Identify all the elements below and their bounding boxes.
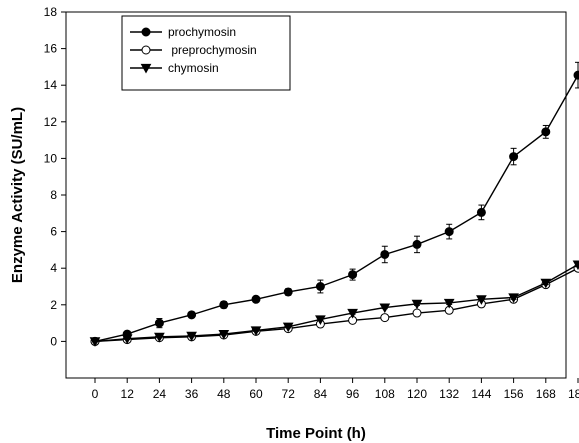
- data-point: [219, 300, 229, 310]
- x-tick-label: 0: [92, 387, 99, 401]
- data-point: [476, 295, 487, 305]
- data-point: [540, 278, 552, 289]
- data-point: [348, 270, 358, 280]
- data-point: [282, 322, 294, 333]
- data-point: [412, 308, 422, 318]
- y-tick-label: 16: [44, 42, 58, 56]
- data-point: [121, 334, 133, 345]
- x-tick-label: 108: [375, 387, 395, 401]
- x-tick-label: 60: [249, 387, 263, 401]
- x-tick-label: 168: [536, 387, 556, 401]
- y-tick-label: 4: [50, 261, 57, 275]
- data-point: [509, 152, 519, 162]
- data-point: [380, 313, 390, 323]
- x-axis-title: Time Point (h): [266, 425, 366, 442]
- x-tick-label: 184: [568, 387, 579, 401]
- x-tick-label: 144: [471, 387, 491, 401]
- data-point: [89, 337, 101, 347]
- data-point: [187, 310, 197, 320]
- legend-marker: [141, 45, 151, 55]
- x-tick-label: 24: [153, 387, 167, 401]
- y-axis-title: Enzyme Activity (SU/mL): [9, 107, 26, 283]
- y-tick-label: 10: [44, 151, 58, 165]
- y-tick-label: 6: [50, 225, 57, 239]
- data-point: [443, 298, 455, 309]
- data-point: [379, 303, 391, 314]
- x-axis: 0 12 24 36 48 60 72 84 96 108 120 132 144 156 168 184: [92, 378, 579, 401]
- series-2: [89, 260, 579, 347]
- series-line: [94, 74, 579, 343]
- data-point: [283, 287, 293, 297]
- data-point: [508, 293, 519, 304]
- y-tick-label: 2: [50, 298, 57, 312]
- x-tick-label: 48: [217, 387, 231, 401]
- x-tick-label: 72: [282, 387, 296, 401]
- legend-marker: [141, 27, 151, 37]
- y-tick-label: 0: [50, 334, 57, 348]
- y-axis: 0 2 4 6 8 10 12 14 16 18: [44, 5, 66, 348]
- series-line: [94, 263, 579, 343]
- data-point: [412, 239, 422, 249]
- series-layer: [89, 61, 579, 347]
- data-point: [444, 227, 454, 237]
- data-point: [315, 315, 326, 325]
- x-tick-label: 156: [504, 387, 524, 401]
- x-tick-label: 12: [121, 387, 135, 401]
- y-tick-label: 18: [44, 5, 58, 19]
- data-point: [541, 127, 551, 137]
- data-point: [476, 207, 486, 217]
- data-point: [251, 294, 261, 304]
- x-tick-label: 96: [346, 387, 360, 401]
- x-tick-label: 36: [185, 387, 199, 401]
- data-point: [250, 326, 262, 336]
- data-point: [573, 70, 579, 80]
- legend-label: prochymosin: [168, 25, 236, 39]
- legend-marker: [140, 63, 152, 74]
- legend-box: [121, 15, 291, 91]
- series-0: [90, 61, 579, 346]
- x-tick-label: 132: [439, 387, 459, 401]
- data-point: [315, 282, 325, 291]
- y-tick-label: 8: [50, 188, 57, 202]
- series-line: [94, 267, 579, 343]
- data-point: [380, 249, 390, 259]
- data-point: [411, 299, 423, 310]
- x-tick-label: 120: [407, 387, 427, 401]
- data-point: [186, 331, 197, 342]
- legend-label: preprochymosin: [168, 43, 257, 57]
- data-point: [347, 308, 358, 319]
- data-point: [154, 332, 165, 343]
- legend-label: chymosin: [168, 61, 219, 75]
- data-point: [218, 329, 230, 340]
- legend: prochymosin preprochymosin chymosin: [121, 15, 291, 91]
- x-tick-label: 84: [314, 387, 328, 401]
- data-point: [572, 260, 579, 271]
- y-tick-label: 14: [44, 78, 58, 92]
- data-point: [154, 318, 164, 328]
- y-tick-label: 12: [44, 115, 58, 129]
